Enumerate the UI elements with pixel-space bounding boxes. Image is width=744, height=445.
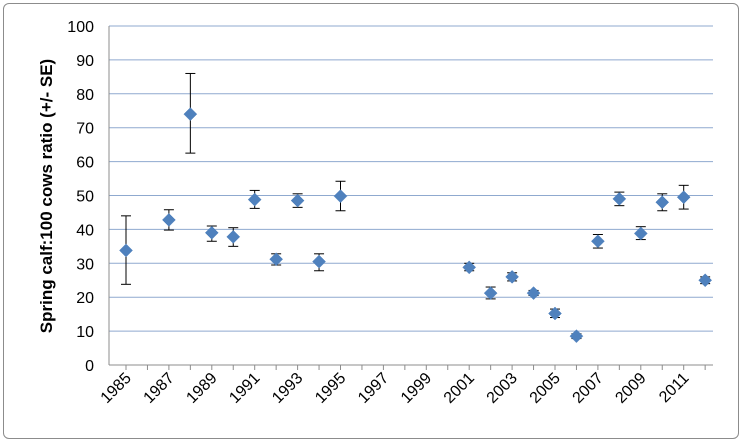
x-tick-label-1997: 1997 — [355, 370, 392, 407]
y-tick-label-70: 70 — [76, 121, 94, 138]
data-point-1985 — [119, 243, 133, 258]
x-tick-label-2005: 2005 — [527, 370, 564, 407]
data-point-2006 — [569, 329, 584, 344]
x-tick-label-1987: 1987 — [141, 370, 178, 407]
y-tick-label-20: 20 — [76, 290, 94, 307]
x-tick-label-1999: 1999 — [398, 370, 435, 407]
data-point-1995 — [333, 189, 348, 204]
data-point-1988 — [183, 107, 198, 121]
y-tick-label-80: 80 — [76, 87, 94, 104]
y-tick-label-100: 100 — [67, 19, 94, 36]
x-tick-label-1993: 1993 — [269, 370, 306, 407]
data-point-2008 — [612, 192, 627, 206]
data-points — [119, 107, 713, 344]
y-tick-label-10: 10 — [76, 324, 94, 341]
data-point-1992 — [269, 252, 284, 267]
y-tick-labels: 0 10 20 30 40 50 60 70 80 90 100 — [67, 19, 94, 375]
y-tick-label-30: 30 — [76, 256, 94, 273]
data-point-2003 — [505, 270, 519, 284]
data-point-2009 — [633, 226, 648, 241]
x-tick-label-2001: 2001 — [441, 370, 478, 407]
x-tick-label-2009: 2009 — [612, 370, 649, 407]
x-tick-label-2007: 2007 — [570, 370, 607, 407]
gridlines — [109, 25, 713, 332]
y-tick-label-40: 40 — [76, 222, 94, 239]
data-point-2007 — [591, 234, 605, 249]
x-tick-label-1985: 1985 — [98, 370, 135, 407]
axes — [108, 26, 713, 370]
x-tick-label-1991: 1991 — [226, 370, 263, 407]
y-tick-label-60: 60 — [76, 155, 94, 172]
y-tick-label-50: 50 — [76, 189, 94, 206]
y-tick-label-90: 90 — [76, 53, 94, 70]
x-tick-label-2003: 2003 — [484, 370, 521, 407]
x-tick-label-2011: 2011 — [656, 370, 692, 406]
data-point-2002 — [483, 286, 498, 300]
data-point-2010 — [655, 195, 670, 210]
data-point-1993 — [290, 193, 305, 208]
data-point-2004 — [526, 286, 541, 300]
data-point-1991 — [247, 192, 262, 207]
data-point-2012 — [698, 273, 713, 288]
data-point-1987 — [162, 213, 176, 227]
x-tick-label-1989: 1989 — [183, 370, 220, 407]
data-point-2001 — [462, 260, 477, 275]
data-point-1994 — [312, 254, 326, 269]
data-point-1990 — [226, 230, 241, 244]
data-point-2005 — [548, 306, 562, 321]
x-tick-label-1995: 1995 — [312, 370, 349, 407]
error-bars — [121, 72, 711, 340]
data-point-1989 — [204, 225, 219, 240]
x-tick-labels: 1985 1987 1989 1991 1993 1995 1997 1999 2001 2003… — [98, 370, 693, 407]
y-tick-label-0: 0 — [85, 358, 94, 375]
y-axis-label: Spring calf:100 cows ratio (+/- SE) — [37, 59, 56, 333]
data-point-2011 — [676, 190, 691, 205]
